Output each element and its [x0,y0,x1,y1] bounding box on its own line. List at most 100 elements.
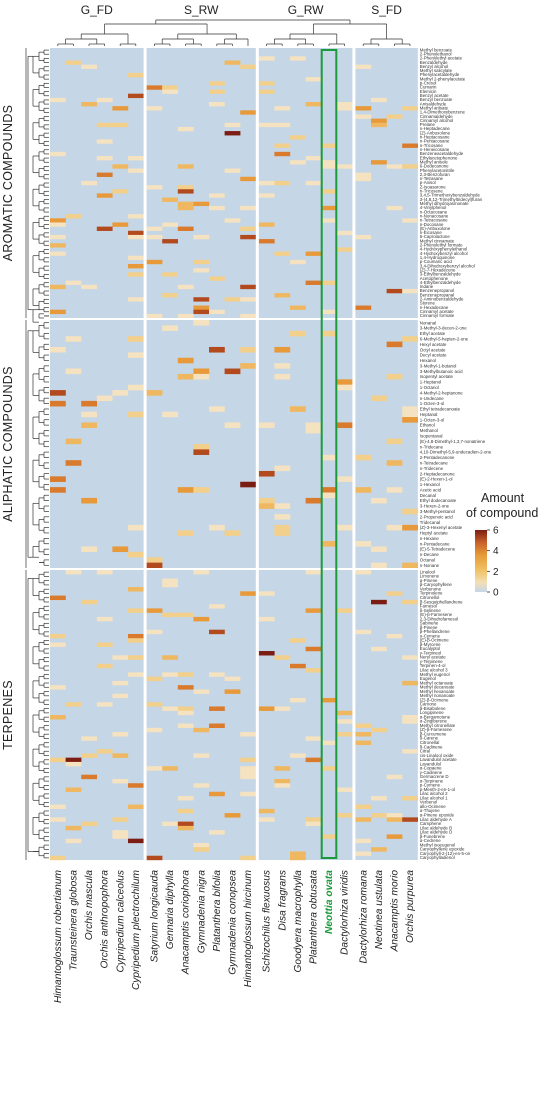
compound-label: allo-Ocimene [420,804,446,809]
heatmap-cell [128,255,144,261]
heatmap-cell [240,591,256,596]
compound-label: Heptanal [420,412,438,417]
heatmap-cell [146,629,163,635]
column-divider [143,46,147,860]
heatmap-cell [50,218,66,223]
heatmap-cell [128,608,144,613]
compound-label: Heptyl acetate [420,531,449,536]
heatmap-cell [402,655,418,660]
heatmap-cell [209,89,225,94]
compound-label: Methyl citronellate [420,723,456,728]
heatmap-cell [193,842,210,848]
compound-label: (Z)-3-Hexenyl acetate [420,525,463,530]
compound-label: n-Pentacosane [420,139,450,144]
heatmap-cell [193,373,210,380]
heatmap-cell [305,422,322,429]
compound-label: n-Nonane [420,563,440,568]
heatmap-cell [274,655,291,660]
heatmap-cell [81,411,97,418]
heatmap-cell [177,685,194,690]
compound-label: 2-Heptadecanone [420,471,455,476]
heatmap-cell [240,757,256,763]
heatmap-cell [355,114,372,119]
compound-label: (Z)-Anbuxolone [420,130,451,135]
heatmap-cell [386,774,403,780]
heatmap-cell [336,164,353,169]
compound-label: Cinnamyl acetate [420,309,454,314]
compound-label: Z-Isoasarone [420,184,446,189]
heatmap-cell [209,205,225,211]
compound-label: 1-Octen-3-ol [420,417,444,422]
heatmap-cell [355,541,372,547]
compound-label: Methyl cinnamate [420,238,455,243]
heatmap-cell [336,247,353,252]
heatmap-cell [274,106,291,111]
compound-label: Farnesol [420,604,437,609]
heatmap-cell [258,422,275,429]
heatmap-cell [258,503,275,509]
heatmap-cell [177,226,194,231]
heatmap-cell [81,422,97,429]
compound-label: Lilac alcohol 2 [420,791,448,796]
heatmap-cell [162,239,178,244]
heatmap-cell [321,454,337,461]
heatmap-cell [81,736,97,741]
heatmap-cell [402,417,418,423]
compound-label: 4-Methyl-2-heptanone [420,390,464,395]
heatmap-cell [128,838,144,844]
compound-label: o-Cymene [420,633,441,638]
heatmap-cell [81,546,97,553]
compound-label: α-Copaene [420,766,442,771]
heatmap-cell [336,813,353,818]
heatmap-cell [177,284,194,290]
compound-label: 3-Methyl-1-butanol [420,363,457,368]
heatmap-cell [258,706,275,711]
compound-label: n-Octacosane [420,209,448,214]
heatmap-cell [128,524,144,531]
heatmap-cell [274,783,291,788]
heatmap-cell [50,251,66,256]
compound-label: 6-Methyl-5-hepten-2-one [420,336,469,341]
heatmap-cell [112,753,129,758]
heatmap-cell [50,243,66,248]
heatmap-cell [209,406,225,412]
heatmap-cell [112,164,129,169]
species-label: Platanthera obtusata [309,870,320,964]
heatmap-cell [146,727,163,733]
heatmap-cell [240,297,256,302]
heatmap-cell [224,131,241,136]
heatmap-cell [402,719,418,724]
heatmap-cell [258,222,275,227]
compound-label: Styrene [420,301,436,306]
compound-label: p-Anisol [420,180,436,185]
heatmap-cell [321,330,337,337]
heatmap-cell [336,524,353,531]
compound-label: Lavandulol acetate [420,757,457,762]
compound-label: 3-Hexen-2-one [420,504,450,509]
heatmap-cell [336,710,353,716]
heatmap-cell [65,787,82,792]
heatmap-cell [290,855,306,861]
species-label: Neottia ovata [324,870,335,934]
compound-label: p-Coumaric acid [420,259,453,264]
heatmap-cell [224,689,241,694]
heatmap-cell [258,616,275,622]
heatmap-cell [336,230,353,236]
heatmap-cell [305,646,322,652]
heatmap-cell [177,185,194,190]
heatmap-cell [112,680,129,686]
heatmap-cell [112,390,129,396]
species-label: Cypripedium plectrochilum [131,870,142,991]
heatmap-cell [162,85,178,90]
heatmap-cell [258,497,275,504]
compound-label: Caryophylladienol [420,855,455,860]
compound-label: Neryl acetate [420,655,446,660]
compound-label: p-Menth-2-en-1-ol [420,787,455,792]
heatmap-cell [305,280,322,285]
species-label: Goodyera macrophylla [293,870,304,973]
species-labels: Himantoglossum robertianum Traunsteinera … [53,869,416,1003]
heatmap-cell [193,689,210,694]
heatmap-cell [128,783,144,788]
compound-label: (Z)-7-Hexadecene [420,267,456,272]
heatmap-cell [321,487,337,493]
